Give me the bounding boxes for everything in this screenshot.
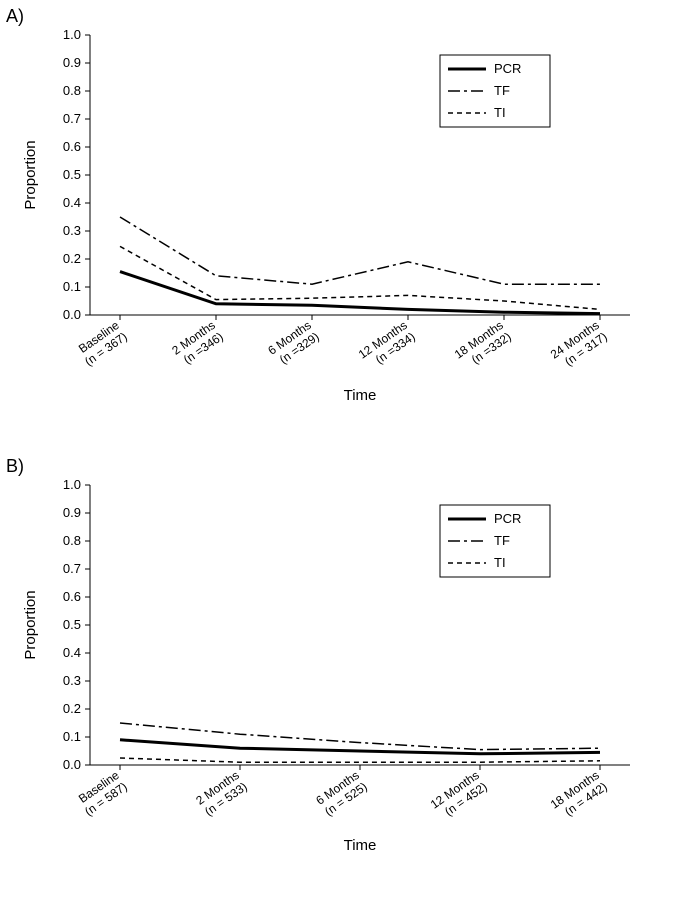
y-tick-label: 1.0 bbox=[63, 477, 81, 492]
y-tick-label: 0.4 bbox=[63, 195, 81, 210]
x-tick-label-group: 18 Months(n = 442) bbox=[548, 768, 610, 823]
y-tick-label: 0.2 bbox=[63, 251, 81, 266]
y-tick-label: 0.1 bbox=[63, 279, 81, 294]
x-tick-label-group: 24 Months(n = 317) bbox=[548, 318, 610, 373]
y-tick-label: 0.5 bbox=[63, 167, 81, 182]
y-tick-label: 0.7 bbox=[63, 561, 81, 576]
panel-a-svg: 0.0 0.1 0.2 0.3 0.4 0.5 0.6 0.7 0.8 0.9 1.0 Proport… bbox=[0, 0, 677, 450]
y-tick-label: 0.9 bbox=[63, 55, 81, 70]
figure: A) 0.0 0.1 0.2 0.3 0.4 0.5 0.6 0.7 0.8 0.9 1.0 Prop… bbox=[0, 0, 677, 900]
legend-label-tf: TF bbox=[494, 533, 510, 548]
x-tick-label-group: 2 Months(n =346) bbox=[169, 318, 225, 369]
x-tick-label-group: 2 Months(n = 533) bbox=[193, 768, 249, 819]
legend-label-ti: TI bbox=[494, 105, 506, 120]
x-tick-label-group: 12 Months(n = 452) bbox=[428, 768, 490, 823]
y-tick-label: 0.0 bbox=[63, 757, 81, 772]
y-axis-title: Proportion bbox=[22, 140, 39, 209]
y-tick-label: 0.6 bbox=[63, 589, 81, 604]
series-pcr bbox=[120, 272, 600, 314]
series-ti bbox=[120, 758, 600, 762]
series-ti bbox=[120, 246, 600, 309]
y-tick-label: 0.2 bbox=[63, 701, 81, 716]
panel-b-svg: 0.0 0.1 0.2 0.3 0.4 0.5 0.6 0.7 0.8 0.9 1.0 Proport… bbox=[0, 450, 677, 900]
x-tick-label-group: 18 Months(n =332) bbox=[452, 318, 514, 373]
x-axis-title: Time bbox=[344, 837, 377, 854]
y-tick-label: 0.5 bbox=[63, 617, 81, 632]
panel-a-label: A) bbox=[6, 6, 24, 27]
y-tick-label: 0.1 bbox=[63, 729, 81, 744]
x-tick-label-group: Baseline(n = 587) bbox=[74, 768, 130, 819]
y-tick-label: 0.8 bbox=[63, 533, 81, 548]
x-tick-label-group: 6 Months(n = 525) bbox=[313, 768, 369, 819]
x-tick-label-group: 12 Months(n =334) bbox=[356, 318, 418, 373]
panel-b: B) 0.0 0.1 0.2 0.3 0.4 0.5 0.6 0.7 0.8 0.9 1.0 Prop… bbox=[0, 450, 677, 900]
y-tick-label: 0.9 bbox=[63, 505, 81, 520]
x-tick-label-group: Baseline(n = 367) bbox=[74, 318, 130, 369]
y-tick-label: 0.3 bbox=[63, 223, 81, 238]
y-tick-label: 0.3 bbox=[63, 673, 81, 688]
legend-label-pcr: PCR bbox=[494, 511, 521, 526]
panel-b-label: B) bbox=[6, 456, 24, 477]
legend-label-ti: TI bbox=[494, 555, 506, 570]
y-tick-label: 0.7 bbox=[63, 111, 81, 126]
y-tick-label: 0.6 bbox=[63, 139, 81, 154]
series-tf bbox=[120, 217, 600, 284]
y-tick-label: 0.0 bbox=[63, 307, 81, 322]
x-tick-label-group: 6 Months(n =329) bbox=[265, 318, 321, 369]
x-axis-title: Time bbox=[344, 387, 377, 404]
panel-a: A) 0.0 0.1 0.2 0.3 0.4 0.5 0.6 0.7 0.8 0.9 1.0 Prop… bbox=[0, 0, 677, 450]
legend-label-tf: TF bbox=[494, 83, 510, 98]
y-axis-title: Proportion bbox=[22, 590, 39, 659]
legend-label-pcr: PCR bbox=[494, 61, 521, 76]
y-tick-label: 1.0 bbox=[63, 27, 81, 42]
y-tick-label: 0.4 bbox=[63, 645, 81, 660]
y-tick-label: 0.8 bbox=[63, 83, 81, 98]
